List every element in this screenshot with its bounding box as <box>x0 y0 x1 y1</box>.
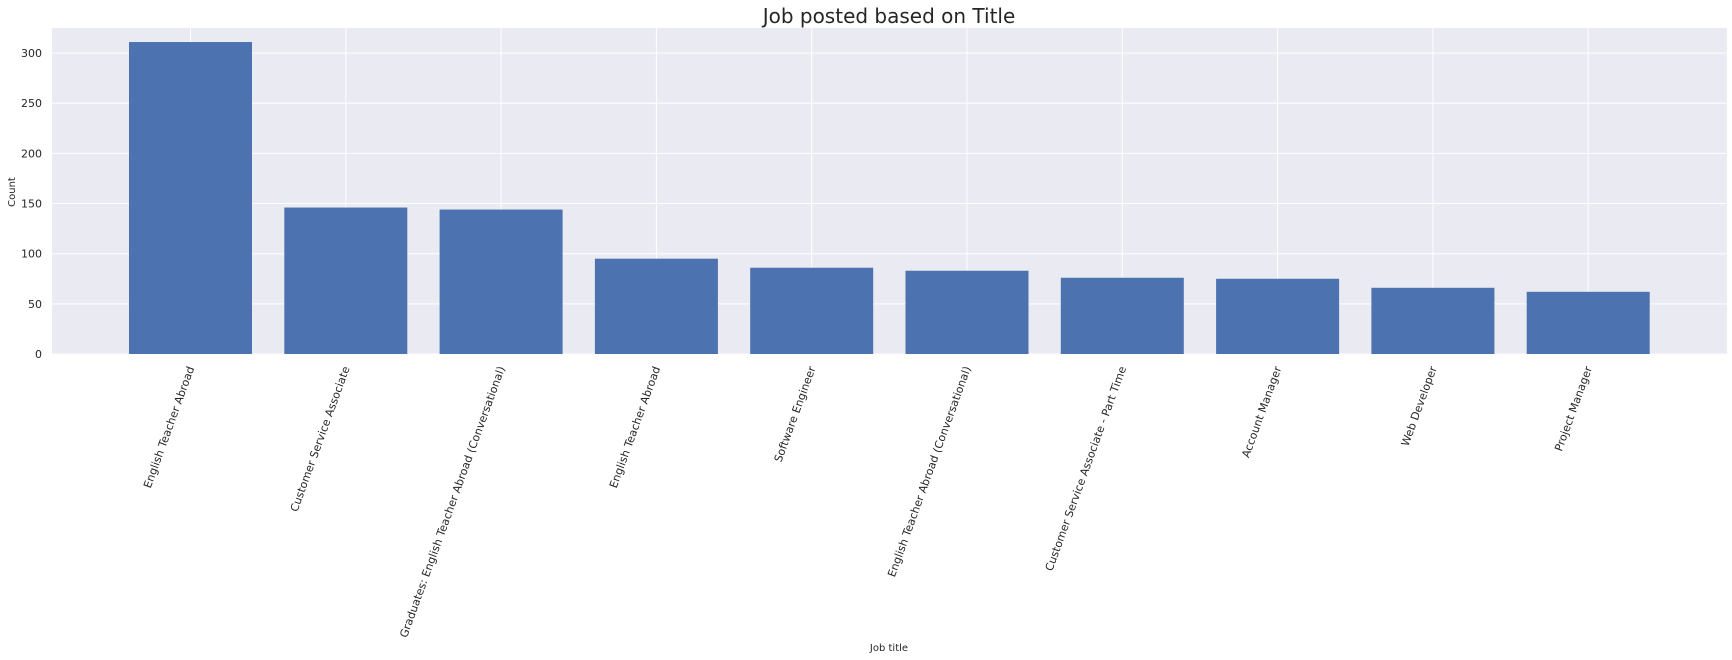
y-tick-label: 150 <box>21 198 42 211</box>
bar <box>594 258 718 354</box>
bar <box>905 270 1029 354</box>
bar <box>1526 291 1650 354</box>
y-tick-label: 200 <box>21 147 42 160</box>
chart-title: Job posted based on Title <box>761 4 1016 28</box>
bar <box>129 42 252 354</box>
bar <box>1216 278 1340 354</box>
x-axis-label: Job title <box>869 643 908 654</box>
bar <box>1371 287 1495 354</box>
y-axis-label: Count <box>7 177 18 207</box>
y-tick-label: 100 <box>21 248 42 261</box>
x-tick-label: Software Engineer <box>772 364 819 464</box>
y-tick-label: 300 <box>21 47 42 60</box>
bars-group <box>129 42 1650 354</box>
x-tick-label: Account Manager <box>1239 364 1284 459</box>
bar <box>750 267 874 354</box>
y-tick-label: 0 <box>35 348 42 361</box>
bar <box>284 207 408 354</box>
x-tick-label: Graduates: English Teacher Abroad (Conve… <box>397 365 508 640</box>
bar <box>439 209 563 354</box>
x-tick-label: English Teacher Abroad <box>607 365 663 490</box>
y-tick-label: 250 <box>21 97 42 110</box>
y-tick-label: 50 <box>28 298 42 311</box>
x-axis-ticks: English Teacher Abroad Customer Service A… <box>141 364 1595 639</box>
x-tick-label: Customer Service Associate <box>288 364 353 513</box>
y-axis-ticks: 0 50 100 150 200 250 300 <box>21 47 42 361</box>
x-tick-label: Project Manager <box>1552 364 1595 453</box>
bar <box>1060 277 1184 354</box>
x-tick-label: English Teacher Abroad (Conversational) <box>885 365 974 579</box>
x-tick-label: Customer Service Associate - Part Time <box>1043 364 1129 572</box>
x-tick-label: English Teacher Abroad <box>141 365 197 490</box>
x-tick-label: Web Developer <box>1399 364 1440 448</box>
